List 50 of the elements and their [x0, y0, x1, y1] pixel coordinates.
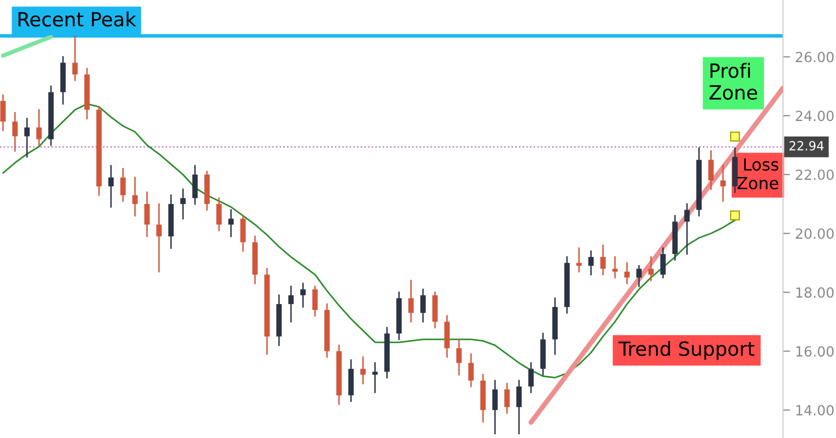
- candlestick: [576, 247, 582, 272]
- candlestick: [216, 197, 222, 232]
- annotation: Profi Zone: [709, 62, 758, 100]
- candlestick: [624, 262, 630, 284]
- y-tick-label: 16.00: [796, 346, 834, 357]
- candlestick: [528, 362, 534, 394]
- candlestick: [156, 203, 162, 272]
- candlestick: [600, 244, 606, 276]
- candlestick: [228, 209, 234, 238]
- candlestick: [468, 353, 474, 388]
- candlestick: [636, 265, 642, 288]
- candlestick: [588, 250, 594, 276]
- candlestick: [132, 176, 138, 216]
- candlestick: [504, 382, 510, 414]
- candlestick: [240, 215, 246, 252]
- candlestick: [612, 256, 618, 278]
- candlestick: [648, 256, 654, 282]
- candlestick: [492, 380, 498, 434]
- candlestick: [72, 36, 78, 82]
- annotation: Trend Support: [618, 340, 754, 360]
- y-tick-label: 26.00: [796, 52, 834, 62]
- candlestick: [24, 118, 30, 158]
- candlestick: [192, 165, 198, 205]
- candlestick: [420, 288, 426, 322]
- y-tick-label: 24.00: [796, 110, 834, 122]
- line-series: [528, 86, 783, 425]
- candlestick: [0, 94, 6, 132]
- candlestick: [144, 192, 150, 238]
- candlestick: [180, 188, 186, 220]
- y-tick-label: 18.00: [796, 287, 834, 298]
- y-tick-label: 14.00: [796, 405, 834, 416]
- ref-line-label: 22.94: [789, 141, 824, 151]
- y-tick-label: 22.00: [796, 170, 834, 180]
- ref-line-label: Recent Peak: [18, 12, 136, 27]
- candlestick: [288, 286, 294, 322]
- line-series: [0, 34, 54, 58]
- candlestick: [456, 338, 462, 376]
- candlestick: [312, 286, 318, 317]
- candlestick: [516, 380, 522, 434]
- candlestick: [684, 203, 690, 255]
- candlestick: [12, 112, 18, 152]
- candlestick: [708, 150, 714, 190]
- candlestick: [720, 165, 726, 202]
- annotation: Loss Zone: [737, 158, 778, 190]
- y-tick-label: 20.00: [796, 228, 834, 239]
- candlestick: [660, 247, 666, 278]
- candlestick: [120, 168, 126, 202]
- candlestick: [408, 280, 414, 322]
- candlestick: [108, 165, 114, 208]
- candlestick: [36, 109, 42, 146]
